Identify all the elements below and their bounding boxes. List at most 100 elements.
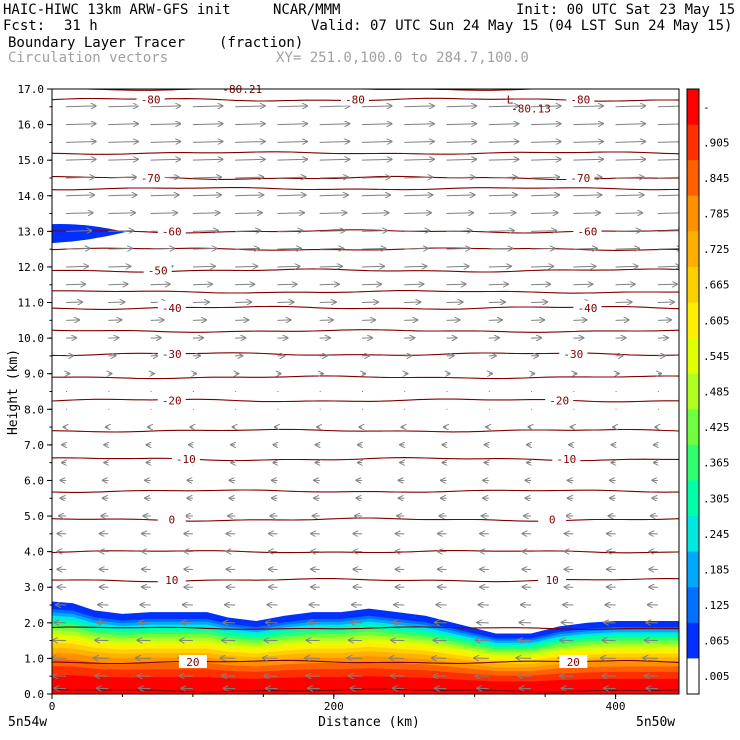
wind-vector — [531, 106, 561, 107]
y-tick-label-2: 2.0 — [24, 617, 44, 630]
wind-vector — [446, 159, 477, 160]
contour-line-secondary-11 — [52, 688, 679, 693]
wind-vector — [66, 266, 89, 267]
contour-line-secondary-10 — [52, 626, 679, 630]
contour-line-secondary-0 — [52, 89, 620, 91]
contour-label-bg — [566, 170, 595, 184]
contour-label--60-0: -60 — [162, 225, 182, 238]
y-tick-label-7: 7.0 — [24, 439, 44, 452]
colorbar-swatch-13 — [687, 551, 699, 588]
colorbar-label-3: .785 — [703, 208, 730, 221]
contour-label-bg — [157, 573, 186, 587]
contour-extra-label-1: -80.13 — [511, 103, 551, 116]
wind-vector — [150, 284, 171, 285]
wind-vector — [531, 284, 551, 285]
colorbar-label-12: .245 — [703, 528, 730, 541]
wind-vector — [192, 159, 223, 160]
wind-vector — [235, 177, 264, 178]
x-tick-label-1: 200 — [324, 700, 344, 713]
wind-vector — [361, 266, 385, 267]
y-tick-label-16: 16.0 — [18, 119, 45, 132]
contour-label--70-1: -70 — [570, 172, 590, 185]
wind-vector — [531, 124, 561, 125]
wind-vector — [277, 195, 306, 196]
wind-vector — [488, 106, 519, 107]
wind-vector — [235, 266, 258, 267]
wind-vector — [488, 141, 519, 142]
wind-vector — [277, 177, 306, 178]
wind-vector — [573, 248, 597, 249]
contour-label--50-0: -50 — [148, 265, 168, 278]
contour-line--10 — [52, 457, 679, 462]
wind-vector — [108, 248, 132, 249]
wind-vector — [66, 106, 96, 107]
wind-vector — [404, 141, 434, 142]
contour-label-bg — [559, 347, 588, 361]
y-tick-label-14: 14.0 — [18, 190, 45, 203]
colorbar-swatch-7 — [687, 338, 699, 375]
contour-label--20-1: -20 — [549, 394, 569, 407]
contour-label--80-2: -80 — [570, 94, 590, 107]
wind-vector — [277, 141, 307, 142]
contour-label--10-1: -10 — [556, 453, 576, 466]
wind-vector — [192, 266, 216, 267]
wind-vector — [657, 284, 678, 285]
colorbar-label-8: .485 — [703, 386, 730, 399]
wind-vector — [488, 266, 512, 267]
y-tick-label-15: 15.0 — [18, 154, 45, 167]
wind-vector — [531, 159, 561, 160]
wind-vector — [446, 106, 477, 107]
colorbar-label-9: .425 — [703, 421, 730, 434]
contour-line-secondary-8 — [52, 489, 679, 493]
contour-label--40-1: -40 — [577, 302, 597, 315]
contour-label-bg — [538, 512, 567, 526]
colorbar: - .905 .845 .785 .725 .665 .605 .545 .485 .425 .36… — [686, 88, 730, 695]
wind-vector — [235, 106, 265, 107]
wind-vector — [657, 105, 679, 108]
colorbar-swatch-1 — [687, 124, 699, 161]
contour-label-bg — [136, 170, 165, 184]
contour-label--10-0: -10 — [176, 453, 196, 466]
wind-vector — [361, 213, 389, 214]
wind-vector — [108, 141, 138, 142]
model-title: HAIC-HIWC 13km ARW-GFS init — [3, 2, 231, 18]
y-tick-label-6: 6.0 — [24, 474, 44, 487]
wind-vector — [277, 106, 307, 107]
colorbar-label-4: .725 — [703, 243, 730, 256]
wind-vector — [66, 159, 96, 160]
contour-line-secondary-2 — [52, 186, 679, 191]
y-tick-label-10: 10.0 — [18, 332, 45, 345]
wind-vector — [235, 195, 264, 196]
contour-label-bg — [178, 654, 207, 668]
wind-vector — [150, 141, 181, 142]
wind-vector — [277, 248, 301, 249]
wind-vector — [361, 106, 392, 107]
y-tick-label-11: 11.0 — [18, 297, 45, 310]
wind-vector — [192, 141, 223, 142]
contour-label--60-1: -60 — [577, 225, 597, 238]
wind-vector — [531, 141, 561, 142]
wind-vector — [192, 124, 223, 125]
contour-label--80-0: -80 — [141, 94, 161, 107]
wind-vector — [531, 177, 560, 178]
xy-range: XY= 251.0,100.0 to 284.7,100.0 — [276, 50, 529, 66]
colorbar-label-13: .185 — [703, 563, 730, 576]
wind-vector — [108, 266, 131, 267]
wind-vector — [573, 284, 593, 285]
contour-label-bg — [157, 512, 186, 526]
contour-label-10-0: 10 — [165, 574, 178, 587]
contour-label-20-1: 20 — [567, 656, 580, 669]
colorbar-label-16: .005 — [703, 670, 730, 683]
contour-label-bg — [545, 393, 574, 407]
contour-extra-label-2: L — [507, 94, 514, 107]
contour-label-bg — [552, 452, 581, 466]
wind-vector — [319, 177, 349, 178]
tracer-blob-13km — [52, 224, 126, 244]
wind-vector — [531, 248, 555, 249]
contour-label-bg — [136, 92, 165, 106]
wind-vector — [573, 106, 603, 107]
contour-label-bg — [566, 92, 595, 106]
contour-label--40-0: -40 — [162, 302, 182, 315]
wind-vector — [573, 195, 602, 196]
wind-vector — [235, 124, 265, 125]
